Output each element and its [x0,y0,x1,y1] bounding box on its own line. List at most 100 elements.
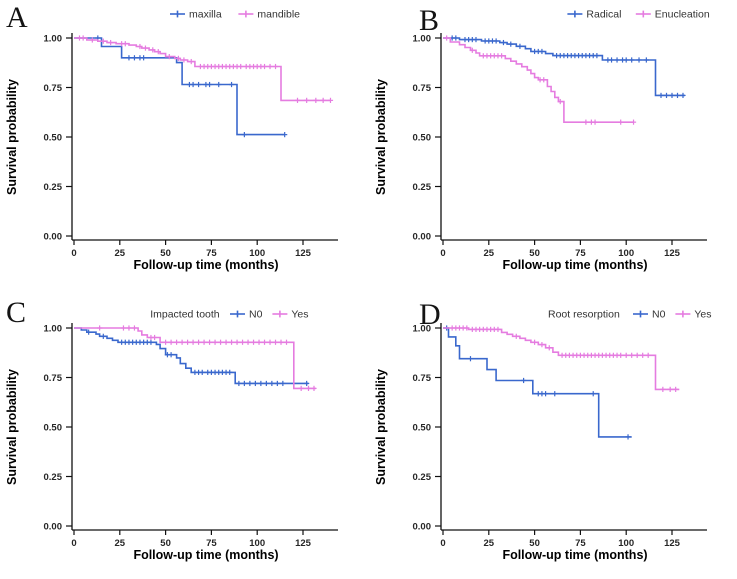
x-axis-title: Follow-up time (months) [133,258,278,272]
y-tick-label: 0.00 [413,521,432,532]
legend-label-maxilla: maxilla [189,9,222,21]
legend-marker-yes-icon [675,310,691,318]
x-tick-label: 125 [295,538,312,549]
x-tick-label: 25 [484,248,495,259]
series-line-yes [443,327,680,391]
y-tick-label: 0.25 [413,182,432,193]
axes [71,323,338,531]
x-axis-ticks: 0 25 50 75 100 125 [440,530,681,549]
legend-label-enucleation: Enucleation [655,9,710,21]
censor-marks-n0 [444,325,631,440]
x-tick-label: 75 [206,248,217,259]
series-line-mandible [74,37,331,102]
series-line-enucleation [443,37,634,123]
legend-marker-maxilla-icon [170,10,185,18]
series-line-yes [74,327,316,390]
x-axis-title: Follow-up time (months) [502,548,647,562]
y-axis-ticks: 0.00 0.25 0.50 0.75 1.00 [413,323,441,532]
y-tick-label: 0.00 [44,231,63,242]
x-axis-ticks: 0 25 50 75 100 125 [71,240,312,259]
legend-label-n0: N0 [652,309,666,321]
y-tick-label: 0.50 [44,132,63,143]
censor-marks-radical [449,35,686,99]
series-line-maxilla [74,37,285,136]
x-tick-label: 50 [160,248,171,259]
y-tick-label: 0.00 [413,231,432,242]
x-tick-label: 125 [664,248,681,259]
legend-marker-mandible-icon [238,10,254,18]
panel-label-a: A [6,1,28,34]
legend: Root resorption N0 Yes [548,309,712,321]
x-tick-label: 100 [249,248,265,259]
y-tick-label: 0.75 [44,373,63,384]
axes [440,323,707,531]
x-tick-label: 0 [71,248,76,259]
x-tick-label: 50 [160,538,171,549]
axes [440,33,707,241]
y-tick-label: 0.25 [44,182,63,193]
x-tick-label: 0 [71,538,76,549]
x-tick-label: 100 [249,538,265,549]
censor-marks-yes [97,325,317,391]
x-tick-label: 0 [440,248,445,259]
panel-b: B 0.00 0.25 0.50 0.75 1.00 0 25 50 75 100 125 Follo… [369,0,737,289]
legend-marker-n0-icon [230,310,245,318]
x-tick-label: 75 [575,538,586,549]
y-tick-label: 0.25 [44,472,63,483]
legend-label-yes: Yes [291,309,308,321]
y-tick-label: 0.00 [44,521,63,532]
legend-label-n0: N0 [249,309,263,321]
x-tick-label: 0 [440,538,445,549]
y-axis-ticks: 0.00 0.25 0.50 0.75 1.00 [44,33,72,242]
x-axis-title: Follow-up time (months) [133,548,278,562]
panel-c: C 0.00 0.25 0.50 0.75 1.00 0 25 50 75 100 125 Follo… [0,290,368,579]
panel-label-b: B [419,4,440,37]
x-tick-label: 50 [529,538,540,549]
series-line-n0 [74,327,309,385]
series-line-radical [443,37,685,97]
y-tick-label: 0.75 [44,83,63,94]
y-axis-title: Survival probability [5,369,19,485]
x-tick-label: 25 [484,538,495,549]
y-tick-label: 1.00 [413,323,432,334]
legend-marker-n0-icon [633,310,648,318]
panel-d: D 0.00 0.25 0.50 0.75 1.00 0 25 50 75 100 125 Follo… [369,290,737,579]
y-tick-label: 0.25 [413,472,432,483]
y-tick-label: 1.00 [44,33,63,44]
panel-a: A 0.00 0.25 0.50 0.75 1.00 0 25 50 75 100 125 Follo… [0,0,368,289]
censor-marks-mandible [76,35,334,103]
legend-marker-yes-icon [272,310,288,318]
censor-marks-maxilla [95,35,288,138]
legend: Radical Enucleation [567,9,710,21]
x-axis-ticks: 0 25 50 75 100 125 [440,240,681,259]
series-line-n0 [443,327,632,438]
x-tick-label: 25 [115,248,126,259]
km-chart-b: 0.00 0.25 0.50 0.75 1.00 0 25 50 75 100 125 Follow-… [374,9,710,273]
legend: Impacted tooth N0 Yes [150,309,308,321]
legend-label-radical: Radical [586,9,621,21]
y-tick-label: 1.00 [413,33,432,44]
km-chart-c: 0.00 0.25 0.50 0.75 1.00 0 25 50 75 100 125 Follow-… [5,309,338,562]
y-axis-ticks: 0.00 0.25 0.50 0.75 1.00 [44,323,72,532]
x-tick-label: 50 [529,248,540,259]
legend-title: Impacted tooth [150,309,220,321]
x-axis-ticks: 0 25 50 75 100 125 [71,530,312,549]
x-tick-label: 100 [618,538,634,549]
legend-marker-radical-icon [567,10,583,18]
km-chart-d: 0.00 0.25 0.50 0.75 1.00 0 25 50 75 100 125 Follow-… [374,309,712,563]
legend-marker-enucleation-icon [635,10,651,18]
x-tick-label: 125 [664,538,681,549]
y-axis-title: Survival probability [5,79,19,195]
legend-label-yes: Yes [694,309,711,321]
censor-marks-enucleation [444,35,637,125]
panel-label-c: C [6,296,27,329]
censor-marks-yes [449,325,679,392]
y-axis-title: Survival probability [374,79,388,195]
x-tick-label: 75 [206,538,217,549]
legend-title: Root resorption [548,309,620,321]
y-tick-label: 0.75 [413,83,432,94]
x-tick-label: 25 [115,538,126,549]
x-axis-title: Follow-up time (months) [502,258,647,272]
panel-label-d: D [419,298,441,331]
x-tick-label: 100 [618,248,634,259]
